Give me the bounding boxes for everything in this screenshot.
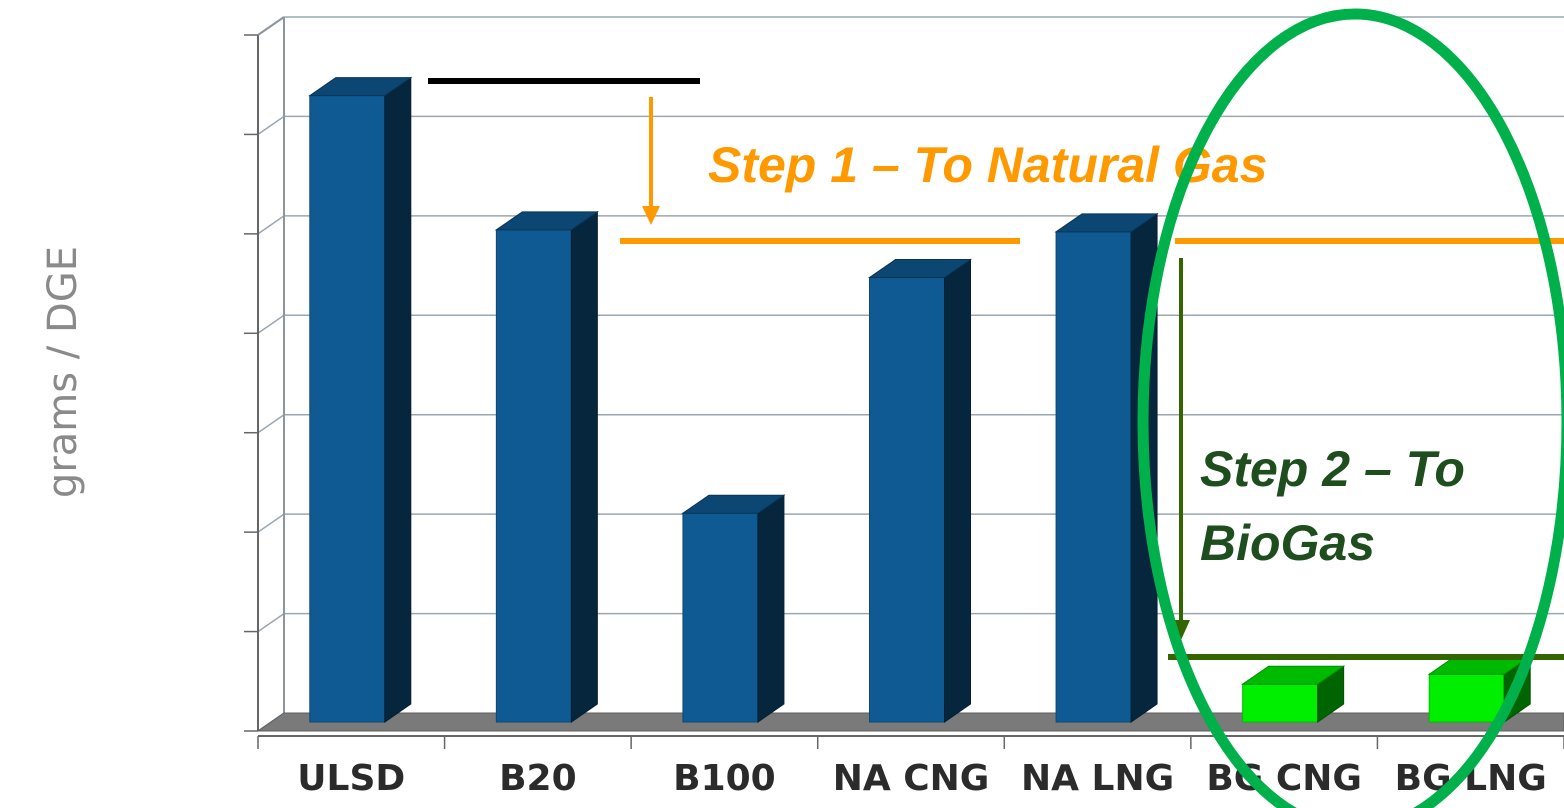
bar-front bbox=[682, 512, 759, 723]
gridline-side bbox=[257, 314, 285, 334]
x-tick-label: BG CNG bbox=[1206, 758, 1362, 799]
bar-front bbox=[309, 95, 386, 723]
step1-label: Step 1 – To Natural Gas bbox=[708, 137, 1267, 193]
step2-label-line2: BioGas bbox=[1200, 515, 1375, 571]
gridline-side bbox=[257, 414, 285, 434]
bar-side bbox=[944, 258, 971, 723]
gridline-side bbox=[257, 612, 285, 633]
x-tick-label: NA CNG bbox=[833, 758, 990, 799]
bar-front bbox=[1242, 683, 1319, 723]
bar-bg-cng bbox=[1241, 665, 1346, 723]
bar-top bbox=[494, 211, 599, 231]
bar-front bbox=[1428, 673, 1505, 723]
bar-front bbox=[1055, 231, 1132, 723]
step2-label-line1: Step 2 – To bbox=[1200, 441, 1465, 497]
bars bbox=[308, 76, 1532, 723]
x-tick-labels: ULSD B20 B100 NA CNG NA LNG BG CNG BG LNG bbox=[257, 736, 1564, 799]
bar-b20 bbox=[494, 210, 599, 723]
step1-arrow-head bbox=[642, 206, 660, 225]
x-tick-label: ULSD bbox=[297, 758, 405, 799]
bar-front bbox=[869, 277, 945, 723]
bar-top bbox=[681, 494, 786, 514]
biogas-highlight-ellipse bbox=[1137, 8, 1564, 808]
bar-side bbox=[757, 494, 785, 723]
bar-side bbox=[570, 210, 598, 723]
gridline-side bbox=[257, 215, 285, 235]
bar-top bbox=[867, 259, 973, 279]
x-tick-label: NA LNG bbox=[1021, 758, 1174, 799]
x-tick-label: B100 bbox=[673, 758, 776, 799]
bar-na-cng bbox=[867, 258, 973, 723]
bar-side bbox=[384, 76, 412, 723]
bar-top bbox=[1054, 213, 1159, 233]
y-axis-label: grams / DGE bbox=[40, 246, 86, 498]
bar-b100 bbox=[681, 494, 786, 723]
bar-top bbox=[308, 77, 413, 97]
bar-front bbox=[495, 229, 572, 723]
gridline-side bbox=[257, 115, 285, 136]
wall-top-edge bbox=[257, 16, 285, 36]
bar-ulsd bbox=[308, 76, 413, 723]
x-tick-label: B20 bbox=[499, 758, 577, 799]
bar-top bbox=[1241, 665, 1346, 685]
gridline-side bbox=[257, 513, 285, 533]
